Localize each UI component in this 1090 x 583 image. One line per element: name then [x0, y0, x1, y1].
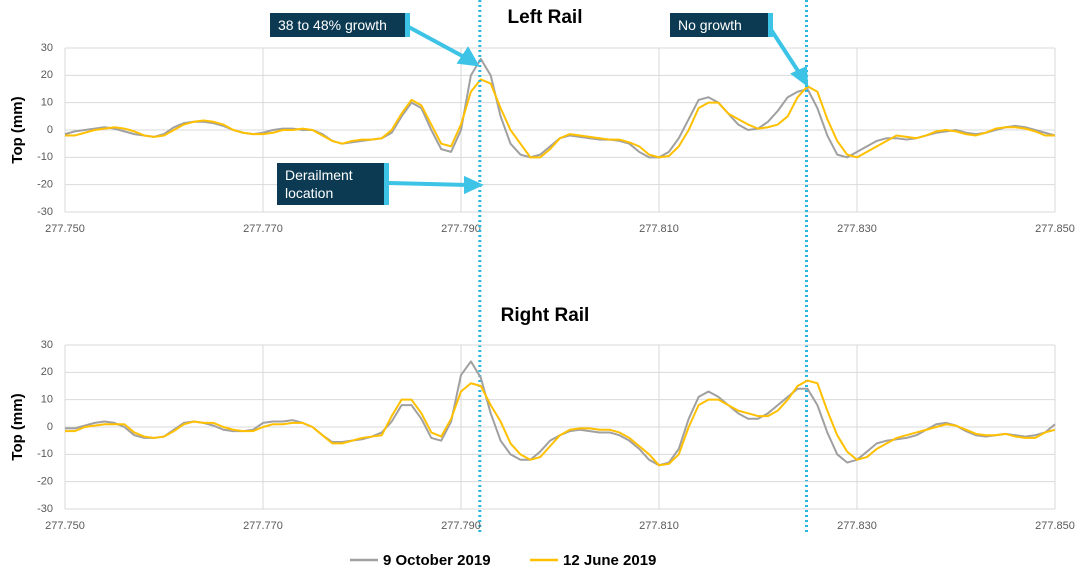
y-tick-label: 10 — [41, 97, 53, 109]
x-tick-label: 277.850 — [1035, 223, 1075, 235]
chart-title: Left Rail — [508, 7, 583, 28]
series-line — [65, 360, 1056, 467]
arrow — [388, 181, 469, 187]
x-tick-label: 277.850 — [1035, 520, 1075, 532]
chart-title: Right Rail — [501, 305, 590, 326]
y-tick-label: -30 — [37, 206, 53, 218]
arrow-head — [456, 46, 480, 67]
y-tick-label: -10 — [37, 448, 53, 460]
y-tick-label: 0 — [47, 421, 53, 433]
series-line — [65, 78, 1055, 159]
x-tick-label: 277.810 — [639, 223, 679, 235]
x-tick-label: 277.810 — [639, 520, 679, 532]
y-tick-label: 10 — [41, 394, 53, 406]
series-line — [64, 57, 1056, 159]
y-tick-label: 30 — [41, 339, 53, 351]
y-tick-label: 30 — [41, 42, 53, 54]
annotation: 38 to 48% growth — [270, 13, 410, 37]
y-tick-label: -10 — [37, 151, 53, 163]
x-tick-label: 277.770 — [243, 520, 283, 532]
legend-label: 12 June 2019 — [563, 552, 656, 569]
arrow-head — [464, 175, 484, 195]
y-tick-label: -20 — [37, 476, 53, 488]
x-tick-label: 277.790 — [441, 223, 481, 235]
plots: -30 -20 -10 0 10 20 30 277.750 277.770 277.790 277… — [9, 0, 1075, 569]
x-tick-label: 277.830 — [837, 520, 877, 532]
arrow — [766, 23, 802, 76]
y-tick-label: 20 — [41, 69, 53, 81]
arrow — [404, 23, 467, 60]
y-tick-label: 20 — [41, 366, 53, 378]
y-tick-label: 0 — [47, 124, 53, 136]
x-tick-label: 277.750 — [45, 223, 85, 235]
y-axis-label: Top (mm) — [9, 96, 26, 163]
x-tick-label: 277.770 — [243, 223, 283, 235]
x-tick-label: 277.750 — [45, 520, 85, 532]
y-tick-label: -20 — [37, 179, 53, 191]
annotation: Derailment location — [277, 163, 389, 205]
series-line — [65, 379, 1056, 467]
y-tick-label: -30 — [37, 503, 53, 515]
annotation: No growth — [670, 13, 773, 37]
x-tick-label: 277.790 — [441, 520, 481, 532]
x-tick-label: 277.830 — [837, 223, 877, 235]
y-axis-label: Top (mm) — [9, 393, 26, 460]
arrow-head — [790, 65, 809, 88]
legend-label: 9 October 2019 — [383, 552, 491, 569]
arrows — [388, 23, 809, 195]
